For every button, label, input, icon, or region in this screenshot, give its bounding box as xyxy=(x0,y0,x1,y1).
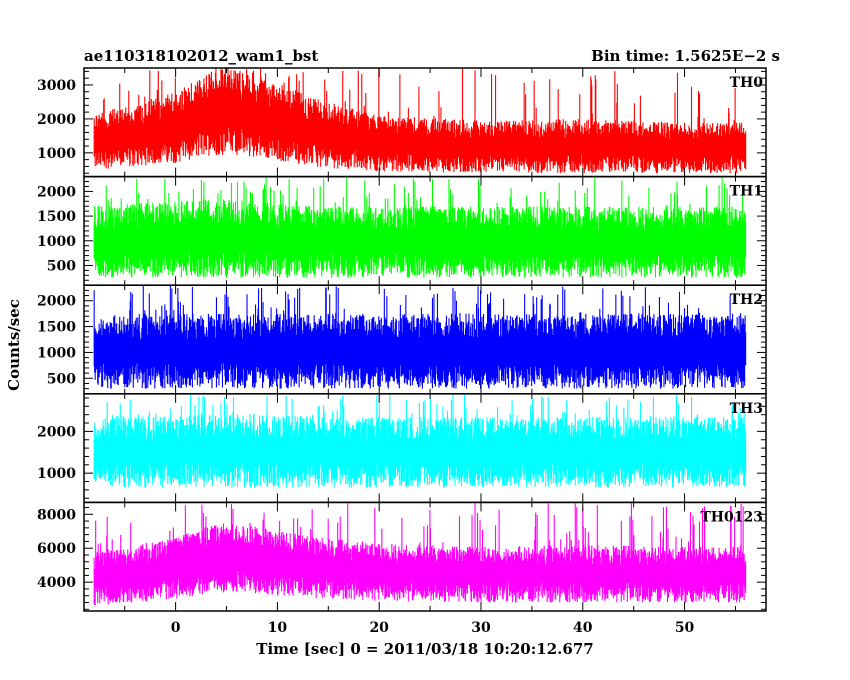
y-tick-label: 3000 xyxy=(37,78,76,94)
x-tick-label: 10 xyxy=(268,620,288,636)
y-tick-label: 1500 xyxy=(37,320,76,336)
x-tick-label: 40 xyxy=(573,620,593,636)
y-tick-label: 1000 xyxy=(37,146,76,162)
panel-th3: 1000 2000 TH3 xyxy=(37,393,767,504)
y-tick-label: 1500 xyxy=(37,209,76,225)
panel-label: TH2 xyxy=(730,292,763,308)
x-tick-label: 30 xyxy=(471,620,491,636)
panel-label: TH0 xyxy=(730,75,764,91)
panel-label: TH1 xyxy=(730,184,763,200)
x-axis: 0 10 20 30 40 50 xyxy=(171,620,695,636)
panels-group: 1000 2000 3000 TH0 500 1000 1500 2000 TH1 500 1000… xyxy=(37,67,767,612)
x-tick-label: 20 xyxy=(369,620,389,636)
panel-th0123: 4000 6000 8000 TH0123 xyxy=(37,501,767,612)
panel-th0: 1000 2000 3000 TH0 xyxy=(37,67,767,178)
x-tick-label: 50 xyxy=(675,620,695,636)
panel-frame xyxy=(83,501,767,612)
y-tick-label: 6000 xyxy=(37,541,76,557)
y-tick-label: 1000 xyxy=(37,466,76,482)
y-tick-label: 2000 xyxy=(37,112,76,128)
y-tick-label: 2000 xyxy=(37,184,76,200)
y-tick-label: 2000 xyxy=(37,294,76,310)
y-tick-label: 500 xyxy=(47,258,76,274)
y-tick-label: 1000 xyxy=(37,234,76,250)
panel-label: TH3 xyxy=(730,401,763,417)
panel-label: TH0123 xyxy=(700,509,763,525)
bin-time-label: Bin time: 1.5625E−2 s xyxy=(591,47,780,65)
y-tick-label: 1000 xyxy=(37,345,76,361)
x-axis-label: Time [sec] 0 = 2011/03/18 10:20:12.677 xyxy=(256,640,593,658)
series-th0123 xyxy=(93,502,747,605)
series-th0 xyxy=(93,68,747,174)
y-tick-label: 8000 xyxy=(37,507,76,523)
y-tick-label: 2000 xyxy=(37,424,76,440)
y-tick-label: 4000 xyxy=(37,575,76,591)
y-tick-label: 500 xyxy=(47,371,76,387)
series-th1 xyxy=(93,177,747,278)
series-th3 xyxy=(93,393,747,488)
panel-th2: 500 1000 1500 2000 TH2 xyxy=(37,284,767,395)
series-th2 xyxy=(93,285,747,389)
panel-th1: 500 1000 1500 2000 TH1 xyxy=(37,175,767,286)
chart-title: ae110318102012_wam1_bst xyxy=(84,47,318,65)
y-axis-label: Counts/sec xyxy=(5,299,23,391)
x-tick-label: 0 xyxy=(171,620,181,636)
